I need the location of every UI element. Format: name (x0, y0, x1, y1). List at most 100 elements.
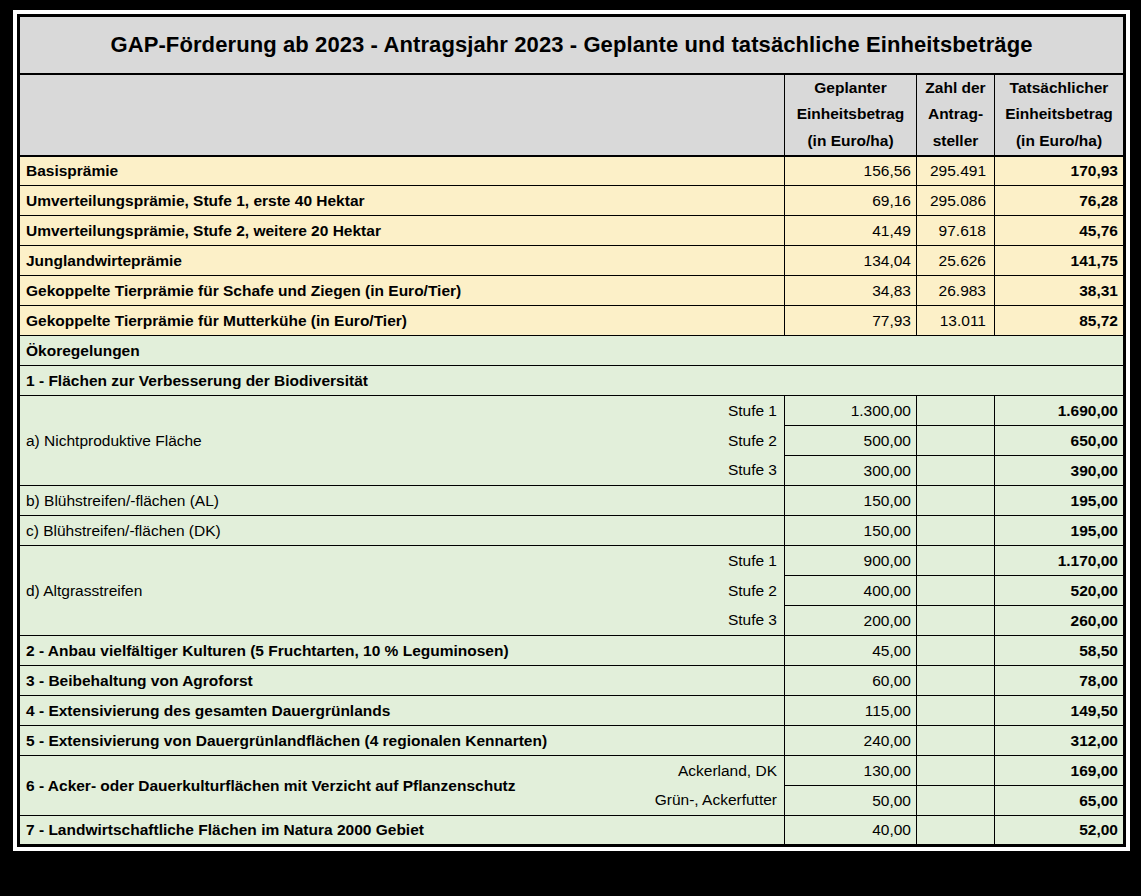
planned-value: 900,00 (785, 546, 917, 576)
table-row: 6 - Acker- oder Dauerkulturflächen mit V… (19, 756, 1125, 786)
actual-value: 312,00 (995, 726, 1125, 756)
count-value (917, 786, 995, 816)
sub-label: Stufe 2 (635, 576, 785, 606)
sub-label: Stufe 3 (635, 456, 785, 486)
planned-value: 400,00 (785, 576, 917, 606)
count-value (917, 756, 995, 786)
table-row: Umverteilungsprämie, Stufe 1, erste 40 H… (19, 186, 1125, 216)
row-label: 5 - Extensivierung von Dauergrünlandfläc… (19, 726, 785, 756)
count-value (917, 816, 995, 846)
planned-value: 34,83 (785, 276, 917, 306)
table-row: Gekoppelte Tierprämie für Mutterkühe (in… (19, 306, 1125, 336)
planned-value: 134,04 (785, 246, 917, 276)
header-label-cell (19, 74, 785, 156)
section-label: Ökoregelungen (19, 336, 1125, 366)
sub-label: Stufe 3 (635, 606, 785, 636)
group-label: a) Nichtproduktive Fläche (19, 396, 635, 486)
row-label: Junglandwirteprämie (19, 246, 785, 276)
actual-value: 45,76 (995, 216, 1125, 246)
table-row: Umverteilungsprämie, Stufe 2, weitere 20… (19, 216, 1125, 246)
table-row: 4 - Extensivierung des gesamten Dauergrü… (19, 696, 1125, 726)
actual-value: 58,50 (995, 636, 1125, 666)
gap-table: GAP-Förderung ab 2023 - Antragsjahr 2023… (17, 14, 1126, 847)
count-value (917, 696, 995, 726)
row-label: Umverteilungsprämie, Stufe 1, erste 40 H… (19, 186, 785, 216)
row-label: 7 - Landwirtschaftliche Flächen im Natur… (19, 816, 785, 846)
row-label: 2 - Anbau vielfältiger Kulturen (5 Fruch… (19, 636, 785, 666)
header-count: Zahl der Antrag- steller (917, 74, 995, 156)
actual-value: 78,00 (995, 666, 1125, 696)
planned-value: 130,00 (785, 756, 917, 786)
page-background: GAP-Förderung ab 2023 - Antragsjahr 2023… (13, 10, 1130, 851)
row-label: 3 - Beibehaltung von Agroforst (19, 666, 785, 696)
count-value (917, 486, 995, 516)
count-value (917, 426, 995, 456)
table-row: Gekoppelte Tierprämie für Schafe und Zie… (19, 276, 1125, 306)
actual-value: 195,00 (995, 516, 1125, 546)
planned-value: 40,00 (785, 816, 917, 846)
table-row: 7 - Landwirtschaftliche Flächen im Natur… (19, 816, 1125, 846)
actual-value: 38,31 (995, 276, 1125, 306)
count-value (917, 606, 995, 636)
actual-value: 170,93 (995, 156, 1125, 186)
sub-label: Stufe 1 (635, 546, 785, 576)
planned-value: 150,00 (785, 516, 917, 546)
actual-value: 390,00 (995, 456, 1125, 486)
sub-label: Stufe 2 (635, 426, 785, 456)
actual-value: 169,00 (995, 756, 1125, 786)
count-value (917, 516, 995, 546)
count-value: 295.491 (917, 156, 995, 186)
group-label: 6 - Acker- oder Dauerkulturflächen mit V… (19, 756, 635, 816)
row-label: Gekoppelte Tierprämie für Mutterkühe (in… (19, 306, 785, 336)
row-label: Gekoppelte Tierprämie für Schafe und Zie… (19, 276, 785, 306)
planned-value: 300,00 (785, 456, 917, 486)
count-value (917, 666, 995, 696)
table-row: c) Blühstreifen/-flächen (DK)150,00 195,0… (19, 516, 1125, 546)
table-row: Basisprämie156,56295.491170,93 (19, 156, 1125, 186)
planned-value: 150,00 (785, 486, 917, 516)
count-value: 26.983 (917, 276, 995, 306)
black-frame: GAP-Förderung ab 2023 - Antragsjahr 2023… (0, 0, 1141, 896)
table-title: GAP-Förderung ab 2023 - Antragsjahr 2023… (19, 16, 1125, 74)
table-row: b) Blühstreifen/-flächen (AL)150,00195,0… (19, 486, 1125, 516)
table-row: 1 - Flächen zur Verbesserung der Biodive… (19, 366, 1125, 396)
actual-value: 260,00 (995, 606, 1125, 636)
row-label: c) Blühstreifen/-flächen (DK) (19, 516, 785, 546)
header-actual: Tatsächlicher Einheitsbetrag (in Euro/ha… (995, 74, 1125, 156)
title-row: GAP-Förderung ab 2023 - Antragsjahr 2023… (19, 16, 1125, 74)
planned-value: 200,00 (785, 606, 917, 636)
header-planned: Geplanter Einheitsbetrag (in Euro/ha) (785, 74, 917, 156)
table-row: Junglandwirteprämie134,0425.626141,75 (19, 246, 1125, 276)
count-value (917, 576, 995, 606)
section-label: 1 - Flächen zur Verbesserung der Biodive… (19, 366, 1125, 396)
planned-value: 500,00 (785, 426, 917, 456)
count-value: 25.626 (917, 246, 995, 276)
actual-value: 1.170,00 (995, 546, 1125, 576)
planned-value: 69,16 (785, 186, 917, 216)
count-value: 97.618 (917, 216, 995, 246)
actual-value: 52,00 (995, 816, 1125, 846)
sub-label: Grün-, Ackerfutter (635, 786, 785, 816)
table-row: a) Nichtproduktive FlächeStufe 11.300,00… (19, 396, 1125, 426)
actual-value: 650,00 (995, 426, 1125, 456)
table-row: 3 - Beibehaltung von Agroforst60,00 78,00 (19, 666, 1125, 696)
header-row: Geplanter Einheitsbetrag (in Euro/ha) Za… (19, 74, 1125, 156)
count-value (917, 396, 995, 426)
planned-value: 45,00 (785, 636, 917, 666)
planned-value: 77,93 (785, 306, 917, 336)
actual-value: 65,00 (995, 786, 1125, 816)
count-value (917, 726, 995, 756)
row-label: 4 - Extensivierung des gesamten Dauergrü… (19, 696, 785, 726)
count-value: 295.086 (917, 186, 995, 216)
actual-value: 141,75 (995, 246, 1125, 276)
row-label: Basisprämie (19, 156, 785, 186)
count-value (917, 546, 995, 576)
row-label: Umverteilungsprämie, Stufe 2, weitere 20… (19, 216, 785, 246)
count-value (917, 636, 995, 666)
planned-value: 60,00 (785, 666, 917, 696)
actual-value: 520,00 (995, 576, 1125, 606)
planned-value: 1.300,00 (785, 396, 917, 426)
actual-value: 149,50 (995, 696, 1125, 726)
table-row: 5 - Extensivierung von Dauergrünlandfläc… (19, 726, 1125, 756)
count-value: 13.011 (917, 306, 995, 336)
